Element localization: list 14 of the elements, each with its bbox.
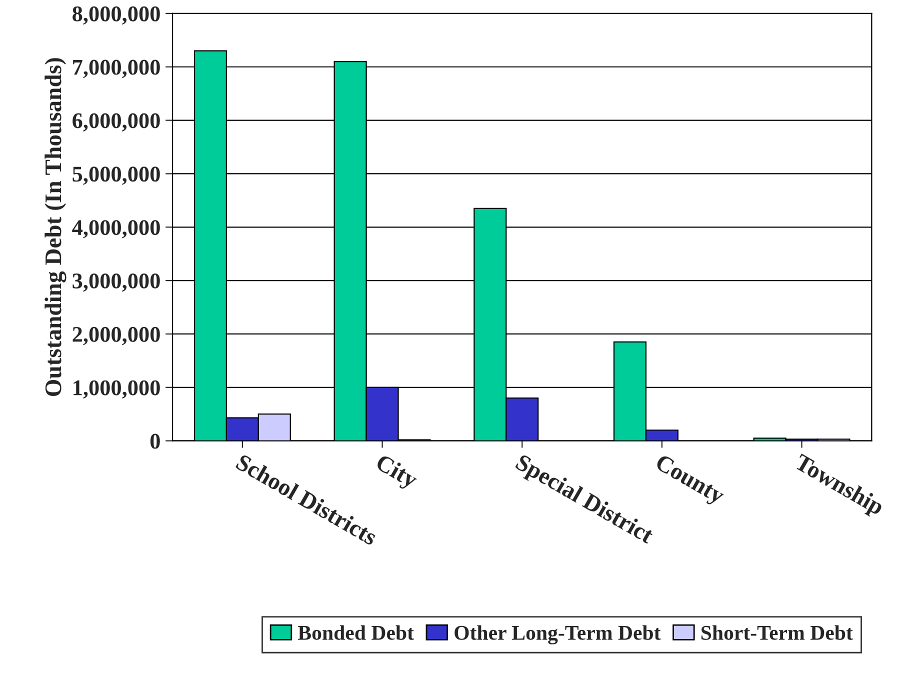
y-tick-label: 0	[150, 434, 160, 449]
y-axis-title: Outstanding Debt (In Thousands)	[44, 58, 66, 396]
y-tick-label: 4,000,000	[72, 220, 160, 238]
y-tick-label: 8,000,000	[72, 6, 160, 25]
legend-label: Bonded Debt	[298, 625, 414, 640]
legend-label: Short-Term Debt	[701, 625, 853, 640]
y-tick-label: 3,000,000	[72, 273, 160, 292]
x-tick-label: City	[372, 453, 420, 493]
y-tick-label: 6,000,000	[72, 113, 160, 132]
y-tick-label: 1,000,000	[74, 380, 160, 399]
legend-label: Other Long-Term Debt	[454, 625, 661, 644]
y-tick-label: 5,000,000	[72, 166, 160, 185]
y-tick-label: 7,000,000	[73, 60, 160, 78]
y-tick-label: 2,000,000	[72, 326, 160, 346]
